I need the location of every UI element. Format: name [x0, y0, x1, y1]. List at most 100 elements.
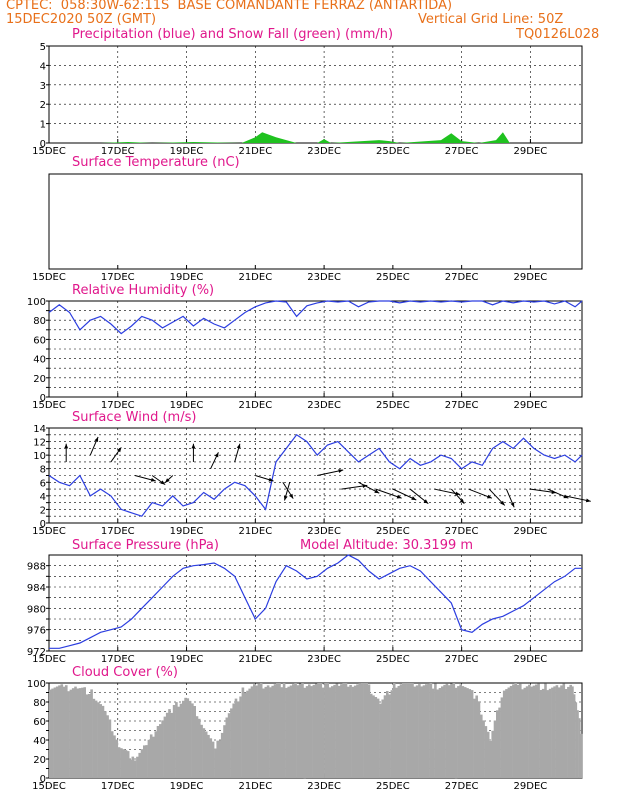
cloud-bar	[211, 741, 215, 778]
cloud-bar	[49, 689, 52, 778]
pressure-xtick-label: 17DEC	[101, 654, 135, 665]
cloud-bar	[301, 683, 304, 778]
cloud-bar	[177, 706, 180, 778]
cloud-bar	[496, 710, 499, 778]
cloud-xtick-label: 29DEC	[514, 781, 548, 792]
cloud-bar	[202, 728, 206, 778]
cloud-bar	[546, 690, 550, 778]
pres-subtitle: Model Altitude: 30.3199 m	[300, 538, 474, 553]
cloud-bar	[411, 683, 414, 778]
cloud-bar	[143, 745, 146, 778]
cloud-bar	[367, 684, 371, 778]
cloud-bar	[519, 683, 522, 778]
cloud-bar	[110, 731, 114, 778]
cloud-bar	[544, 683, 547, 778]
cloud-bar	[450, 683, 453, 778]
wind-ytick-label: 6	[40, 478, 46, 489]
cloud-bar	[191, 703, 194, 778]
cloud-bar	[246, 690, 249, 778]
cloud-xtick-label: 15DEC	[32, 781, 66, 792]
cloud-bar	[342, 683, 345, 778]
pressure-line	[49, 554, 582, 649]
cloud-bar	[83, 687, 86, 778]
cloud-bar	[216, 740, 219, 778]
wind-barb-head	[164, 478, 170, 483]
cloud-bar	[156, 726, 160, 778]
cloud-bar	[509, 686, 513, 778]
cloud-bar	[209, 738, 213, 778]
cloud-bar	[365, 683, 368, 778]
rh-ytick-label: 40	[33, 355, 46, 366]
cloud-bar	[420, 686, 423, 778]
temp-title: Surface Temperature (nC)	[72, 155, 240, 170]
pressure-xtick-label: 19DEC	[170, 654, 204, 665]
wind-barb-head	[423, 499, 429, 504]
cloud-bar	[376, 698, 380, 778]
rh-xtick-label: 21DEC	[238, 400, 272, 411]
wind-barb-head	[459, 498, 465, 504]
cloud-bar	[278, 683, 281, 778]
cloud-bar	[459, 684, 462, 778]
cloud-bar	[452, 683, 456, 778]
cloud-bar	[186, 698, 190, 778]
precip-xtick-label: 23DEC	[307, 146, 341, 157]
cloud-bar	[397, 686, 401, 778]
cloud-bar	[255, 685, 258, 778]
cloud-bar	[312, 684, 316, 778]
precip-xtick-label: 25DEC	[376, 146, 410, 157]
wind-xtick-label: 15DEC	[32, 526, 66, 537]
cloud-bar	[571, 686, 574, 778]
cloud-bar	[253, 684, 256, 778]
temperature-xtick-label: 25DEC	[376, 272, 410, 283]
cloud-bar	[390, 690, 394, 778]
cloud-ytick-label: 0	[40, 774, 46, 785]
cloud-bar	[234, 698, 238, 778]
cloud-bar	[466, 688, 469, 778]
cloud-bar	[104, 711, 107, 778]
wind-barb-head	[236, 443, 241, 449]
precip-ytick-label: 2	[40, 100, 46, 111]
cloud-bar	[218, 740, 222, 778]
cloud-bar	[138, 752, 141, 778]
cloud-bar	[372, 695, 375, 778]
cloud-bar	[516, 684, 520, 778]
cloud-bar	[276, 683, 279, 778]
cloud-bar	[425, 684, 428, 778]
cloud-bar	[415, 685, 419, 778]
cloud-bar	[486, 731, 490, 778]
cloud-bar	[427, 683, 430, 778]
cloud-bar	[298, 683, 302, 778]
cloud-bar	[67, 691, 70, 778]
wind-speed-line	[48, 433, 583, 517]
cloud-bar	[353, 685, 357, 778]
cloud-bar	[273, 684, 277, 778]
pres-title: Surface Pressure (hPa)	[72, 538, 219, 553]
cloud-bar	[347, 686, 350, 778]
cloud-bar	[392, 683, 396, 778]
cloud-bar	[569, 684, 572, 778]
temperature-xtick-label: 27DEC	[445, 272, 479, 283]
cloud-bar	[335, 683, 339, 778]
pressure-ytick-label: 984	[27, 583, 46, 594]
temperature-xtick-label: 21DEC	[238, 272, 272, 283]
cloud-bar	[480, 714, 483, 778]
wind-ytick-label: 4	[40, 492, 46, 503]
cloud-bar	[280, 687, 284, 778]
wind-xtick-label: 21DEC	[238, 526, 272, 537]
cloud-bar	[454, 687, 458, 779]
cloud-bar	[475, 695, 478, 778]
rh-xtick-label: 27DEC	[445, 400, 479, 411]
cloud-bar	[271, 685, 274, 778]
rh-ytick-label: 80	[33, 316, 46, 327]
wind-barb-head	[94, 436, 99, 442]
wind-xtick-label: 29DEC	[514, 526, 548, 537]
cloud-bar	[188, 700, 192, 778]
rh-xtick-label: 17DEC	[101, 400, 135, 411]
precip-frame	[48, 45, 583, 144]
cloud-bar	[356, 684, 359, 778]
cloud-bar	[575, 702, 578, 778]
cloud-xtick-label: 27DEC	[445, 781, 479, 792]
cloud-bar	[88, 694, 91, 778]
cloud-bar	[388, 694, 391, 778]
cloud-bar	[149, 734, 153, 778]
